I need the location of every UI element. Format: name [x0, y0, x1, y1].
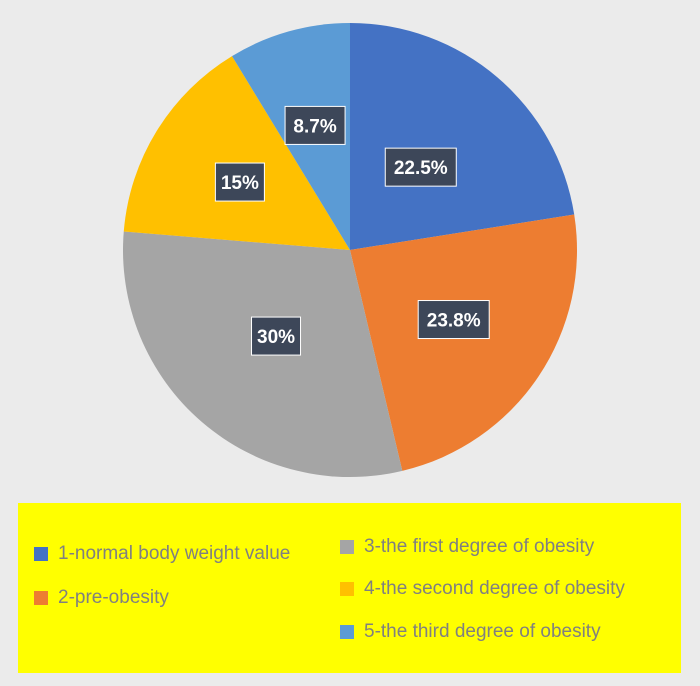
data-label-text: 23.8% — [427, 311, 481, 332]
legend-item-5: 5-the third degree of obesity — [340, 621, 601, 643]
legend-swatch-1 — [34, 547, 48, 561]
legend-item-2: 2-pre-obesity — [34, 587, 169, 609]
data-label-box — [417, 300, 490, 340]
data-label-box — [384, 147, 457, 187]
pie-slice-2-pre-obesity — [350, 214, 577, 471]
data-label-box — [284, 105, 346, 145]
legend-label-4: 4-the second degree of obesity — [364, 578, 625, 599]
legend-item-1: 1-normal body weight value — [34, 543, 290, 565]
data-label-text: 8.7% — [293, 116, 336, 137]
data-label-5: 8.7% — [284, 105, 346, 145]
data-label-box — [214, 162, 265, 202]
legend-swatch-2 — [34, 591, 48, 605]
legend-swatch-4 — [340, 582, 354, 596]
pie-chart: 22.5% 23.8% 30% 15% 8.7% — [122, 23, 577, 477]
data-label-box — [251, 316, 302, 356]
pie-slices — [122, 23, 577, 477]
data-label-text: 30% — [257, 327, 295, 348]
data-label-2: 23.8% — [417, 300, 490, 340]
data-label-text: 15% — [221, 173, 259, 194]
legend-swatch-5 — [340, 625, 354, 639]
legend-label-5: 5-the third degree of obesity — [364, 621, 601, 642]
legend-item-3: 3-the first degree of obesity — [340, 536, 594, 558]
data-label-text: 22.5% — [394, 158, 448, 179]
data-label-4: 15% — [214, 162, 265, 202]
legend-item-4: 4-the second degree of obesity — [340, 578, 625, 600]
pie-slice-4-the-second-degree-of-obesity — [123, 56, 350, 250]
legend-label-3: 3-the first degree of obesity — [364, 536, 595, 557]
legend-label-1: 1-normal body weight value — [58, 543, 291, 564]
data-label-1: 22.5% — [384, 147, 457, 187]
data-label-3: 30% — [251, 316, 302, 356]
legend: 1-normal body weight value 2-pre-obesity… — [18, 503, 681, 673]
legend-label-2: 2-pre-obesity — [58, 587, 169, 608]
legend-swatch-3 — [340, 540, 354, 554]
data-labels: 22.5% 23.8% 30% 15% 8.7% — [214, 105, 490, 356]
pie-slice-1-normal-body-weight-value — [350, 23, 575, 250]
